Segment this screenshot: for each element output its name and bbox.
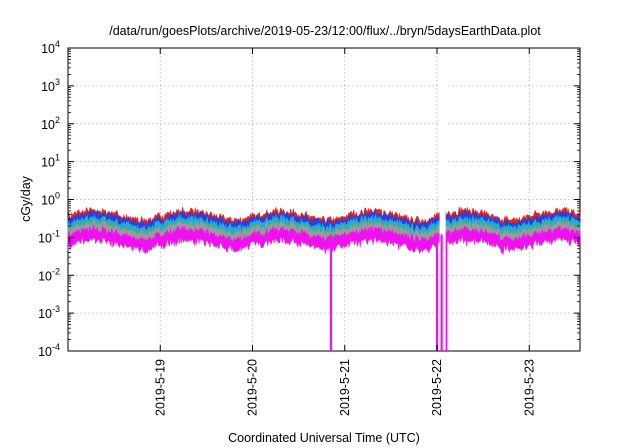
x-axis: 2019-5-19 2019-5-20 2019-5-21 2019-5-22 2019… bbox=[153, 48, 536, 416]
x-axis-label: Coordinated Universal Time (UTC) bbox=[228, 431, 420, 445]
x-tick-label: 2019-5-23 bbox=[522, 359, 536, 416]
chart-title: /data/run/goesPlots/archive/2019-05-23/1… bbox=[109, 24, 541, 38]
x-tick-label: 2019-5-22 bbox=[430, 359, 444, 416]
y-tick-label: 10-2 bbox=[38, 266, 60, 283]
x-tick-label: 2019-5-19 bbox=[153, 359, 167, 416]
series-band bbox=[67, 224, 581, 256]
y-axis-label: cGy/day bbox=[19, 175, 33, 222]
y-tick-label: 10-3 bbox=[38, 304, 60, 321]
data-gap bbox=[439, 49, 446, 350]
grid bbox=[68, 48, 580, 351]
y-tick-label: 10-1 bbox=[38, 228, 60, 245]
x-tick-label: 2019-5-21 bbox=[338, 359, 352, 416]
y-tick-label: 104 bbox=[41, 39, 60, 56]
y-axis: 10-4 10-3 10-2 10-1 100 101 102 103 104 bbox=[38, 39, 580, 359]
x-tick-label: 2019-5-20 bbox=[246, 359, 260, 416]
y-tick-label: 100 bbox=[41, 191, 60, 208]
data-series bbox=[67, 49, 581, 351]
y-tick-label: 103 bbox=[41, 77, 60, 94]
y-tick-label: 101 bbox=[41, 153, 60, 170]
y-tick-label: 102 bbox=[41, 115, 60, 132]
y-tick-label: 10-4 bbox=[38, 342, 60, 359]
